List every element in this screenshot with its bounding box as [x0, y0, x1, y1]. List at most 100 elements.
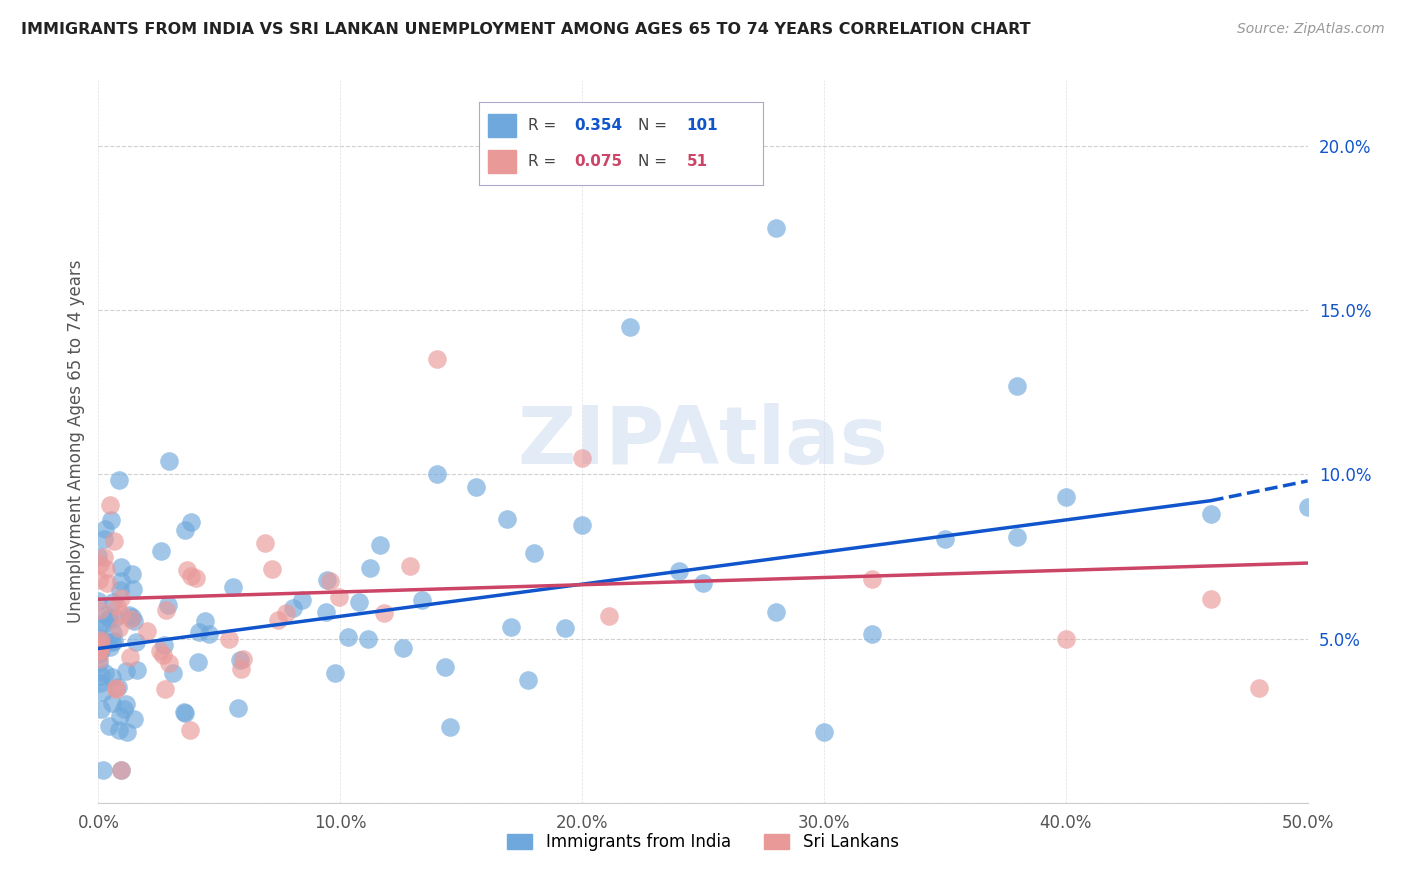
Point — [496, 512, 519, 526]
Point — [87, 644, 110, 658]
Point — [149, 544, 172, 558]
Point — [125, 663, 148, 677]
Point — [89, 676, 111, 690]
Point — [229, 662, 252, 676]
Point — [97, 719, 120, 733]
Point — [222, 581, 245, 595]
Point — [148, 644, 170, 658]
Point — [89, 557, 111, 571]
Point — [115, 664, 138, 678]
Point — [1199, 507, 1222, 521]
Point — [465, 480, 488, 494]
Point — [87, 594, 110, 608]
Point — [426, 467, 449, 482]
Point — [157, 598, 180, 612]
Point — [104, 681, 127, 695]
Point — [187, 625, 209, 640]
Point — [105, 682, 128, 697]
Point — [194, 614, 217, 628]
Point — [94, 615, 117, 630]
Point — [115, 725, 138, 739]
Point — [152, 648, 174, 662]
Point — [105, 599, 128, 613]
Point — [103, 534, 125, 549]
Point — [108, 473, 131, 487]
Point — [499, 620, 522, 634]
Point — [101, 625, 124, 640]
Point — [121, 566, 143, 581]
Point — [118, 608, 141, 623]
Point — [89, 603, 111, 617]
Point — [1007, 378, 1029, 392]
Point — [411, 593, 433, 607]
Point — [89, 643, 111, 657]
Point — [373, 606, 395, 620]
Point — [110, 574, 132, 588]
Point — [813, 725, 835, 739]
Point — [517, 673, 540, 688]
Point — [103, 594, 125, 608]
Point — [90, 632, 112, 647]
Point — [120, 649, 142, 664]
Point — [179, 723, 201, 738]
Point — [174, 706, 197, 720]
Point — [93, 634, 115, 648]
Point — [668, 564, 690, 578]
Point — [89, 639, 111, 653]
Y-axis label: Unemployment Among Ages 65 to 74 years: Unemployment Among Ages 65 to 74 years — [66, 260, 84, 624]
Point — [96, 576, 118, 591]
Point — [1249, 681, 1271, 695]
Point — [347, 595, 370, 609]
Point — [336, 630, 359, 644]
Point — [153, 681, 176, 696]
Point — [110, 591, 132, 606]
Point — [114, 697, 136, 711]
Point — [619, 319, 641, 334]
Text: Source: ZipAtlas.com: Source: ZipAtlas.com — [1237, 22, 1385, 37]
Point — [98, 498, 121, 512]
Point — [108, 621, 131, 635]
Point — [100, 513, 122, 527]
Point — [319, 574, 342, 588]
Point — [1296, 500, 1319, 515]
Text: ZIPAtlas: ZIPAtlas — [517, 402, 889, 481]
Point — [89, 652, 111, 666]
Point — [94, 562, 117, 576]
Point — [93, 549, 115, 564]
Point — [218, 632, 240, 646]
Point — [110, 607, 132, 622]
Point — [89, 643, 111, 657]
Point — [180, 568, 202, 582]
Point — [107, 681, 129, 695]
Point — [226, 701, 249, 715]
Point — [523, 546, 546, 560]
Point — [124, 614, 146, 628]
Point — [433, 659, 456, 673]
Point — [368, 538, 391, 552]
Point — [571, 450, 593, 465]
Point — [398, 558, 420, 573]
Point — [89, 631, 111, 645]
Point — [291, 593, 314, 607]
Point — [176, 563, 198, 577]
Point — [112, 702, 135, 716]
Point — [87, 549, 110, 564]
Point — [692, 576, 714, 591]
Point — [598, 608, 620, 623]
Point — [283, 600, 305, 615]
Point — [93, 532, 115, 546]
Point — [94, 665, 117, 680]
Point — [328, 590, 350, 604]
Point — [93, 684, 115, 698]
Point — [90, 643, 112, 657]
Point — [120, 612, 142, 626]
Point — [276, 606, 298, 620]
Point — [197, 627, 219, 641]
Point — [1007, 530, 1029, 544]
Point — [315, 605, 337, 619]
Point — [187, 656, 209, 670]
Point — [103, 633, 125, 648]
Point — [122, 713, 145, 727]
Point — [108, 583, 131, 598]
Point — [253, 536, 276, 550]
